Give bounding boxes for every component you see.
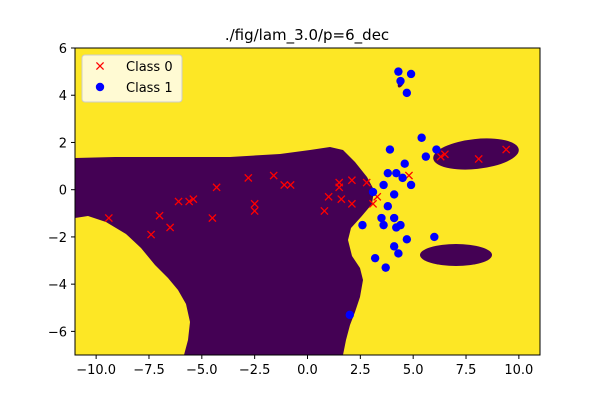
class0-point <box>474 154 483 164</box>
plot-area <box>75 48 540 355</box>
class1-point <box>406 180 416 190</box>
class1-point <box>394 67 403 76</box>
class0-point <box>212 183 221 192</box>
class0-main-region <box>75 147 374 355</box>
class0-point <box>286 180 295 190</box>
class1-point <box>377 213 386 223</box>
class0-point <box>440 150 449 159</box>
legend-marker-x-icon <box>95 61 105 71</box>
x-tick-label: 2.5 <box>350 363 371 378</box>
class0-point <box>320 206 329 216</box>
class0-point <box>185 197 194 206</box>
class0-upper-right-region <box>433 138 519 170</box>
class1-point <box>394 249 403 258</box>
class1-point <box>392 223 401 232</box>
class0-point <box>347 176 356 185</box>
class0-point <box>155 211 164 220</box>
x-tick-label: −5.0 <box>186 363 218 378</box>
class1-point <box>421 152 431 161</box>
chart-title: ./fig/lam_3.0/p=6_dec <box>225 26 389 45</box>
class1-point <box>358 220 367 230</box>
class1-point <box>392 168 401 178</box>
class0-point <box>347 199 356 208</box>
class0-point <box>436 152 445 161</box>
class0-point <box>324 192 333 201</box>
class1-point <box>417 133 426 142</box>
class1-point <box>402 235 412 244</box>
x-tick-label: 5.0 <box>403 363 424 378</box>
class1-point <box>389 242 399 251</box>
class0-point <box>269 171 278 180</box>
y-tick-label: −4 <box>48 278 67 293</box>
class0-points <box>104 145 511 239</box>
legend-box <box>81 54 183 103</box>
y-tick-label: 0 <box>59 184 67 199</box>
class0-point <box>104 213 113 223</box>
class1-point <box>432 145 441 154</box>
class0-point <box>335 178 344 187</box>
class0-point <box>208 213 217 223</box>
y-tick-label: 4 <box>59 89 67 104</box>
y-tick-label: −6 <box>48 325 67 340</box>
class1-point <box>389 213 399 223</box>
x-tick-label: 7.5 <box>456 363 477 378</box>
legend: Class 0 Class 1 <box>81 54 183 103</box>
y-tick-label: −2 <box>48 231 67 246</box>
legend-entry-class0: Class 0 <box>95 60 173 75</box>
class1-point <box>389 190 399 199</box>
class0-point <box>147 230 156 239</box>
class0-point <box>362 178 371 187</box>
class1-point <box>368 187 378 197</box>
class0-decision-region <box>75 78 519 355</box>
legend-x-mark <box>95 61 105 71</box>
class1-point <box>385 145 395 154</box>
class1-point <box>430 232 439 242</box>
x-axis: −10.0 −7.5 −5.0 −2.5 0.0 2.5 5.0 7.5 10.0 <box>76 355 533 378</box>
y-axis: −6 −4 −2 0 2 4 6 <box>48 42 75 340</box>
class1-points <box>345 67 441 320</box>
class1-point <box>398 173 407 183</box>
legend-label-class1: Class 1 <box>126 81 173 96</box>
legend-entry-class1: Class 1 <box>95 81 173 96</box>
class0-point <box>280 180 289 190</box>
x-tick-label: −7.5 <box>133 363 165 378</box>
class1-point <box>379 180 388 190</box>
class0-point <box>337 195 346 204</box>
class0-point <box>166 223 175 232</box>
class1-point <box>370 253 380 263</box>
class0-point <box>244 173 253 182</box>
class0-point <box>174 197 183 206</box>
class1-point <box>345 310 354 320</box>
x-tick-label: 0.0 <box>297 363 318 378</box>
class1-point <box>381 263 390 272</box>
class0-lower-right-region <box>420 244 492 266</box>
class1-point <box>383 202 393 211</box>
class0-point <box>189 195 198 204</box>
class0-point <box>250 199 259 208</box>
class1-point <box>383 168 393 178</box>
y-tick-label: 2 <box>59 136 67 151</box>
class1-point <box>396 76 405 86</box>
class0-point <box>250 206 259 216</box>
legend-label-class0: Class 0 <box>126 60 173 75</box>
class1-point <box>402 88 412 98</box>
class1-point <box>379 220 388 230</box>
class1-point <box>406 69 416 79</box>
class0-point <box>368 199 378 208</box>
y-tick-label: 6 <box>59 42 67 57</box>
x-tick-label: −10.0 <box>76 363 116 378</box>
class1-point <box>400 159 409 168</box>
legend-marker-dot-icon <box>95 82 105 92</box>
class0-point <box>502 145 511 154</box>
x-tick-label: 10.0 <box>504 363 533 378</box>
x-tick-label: −2.5 <box>239 363 271 378</box>
